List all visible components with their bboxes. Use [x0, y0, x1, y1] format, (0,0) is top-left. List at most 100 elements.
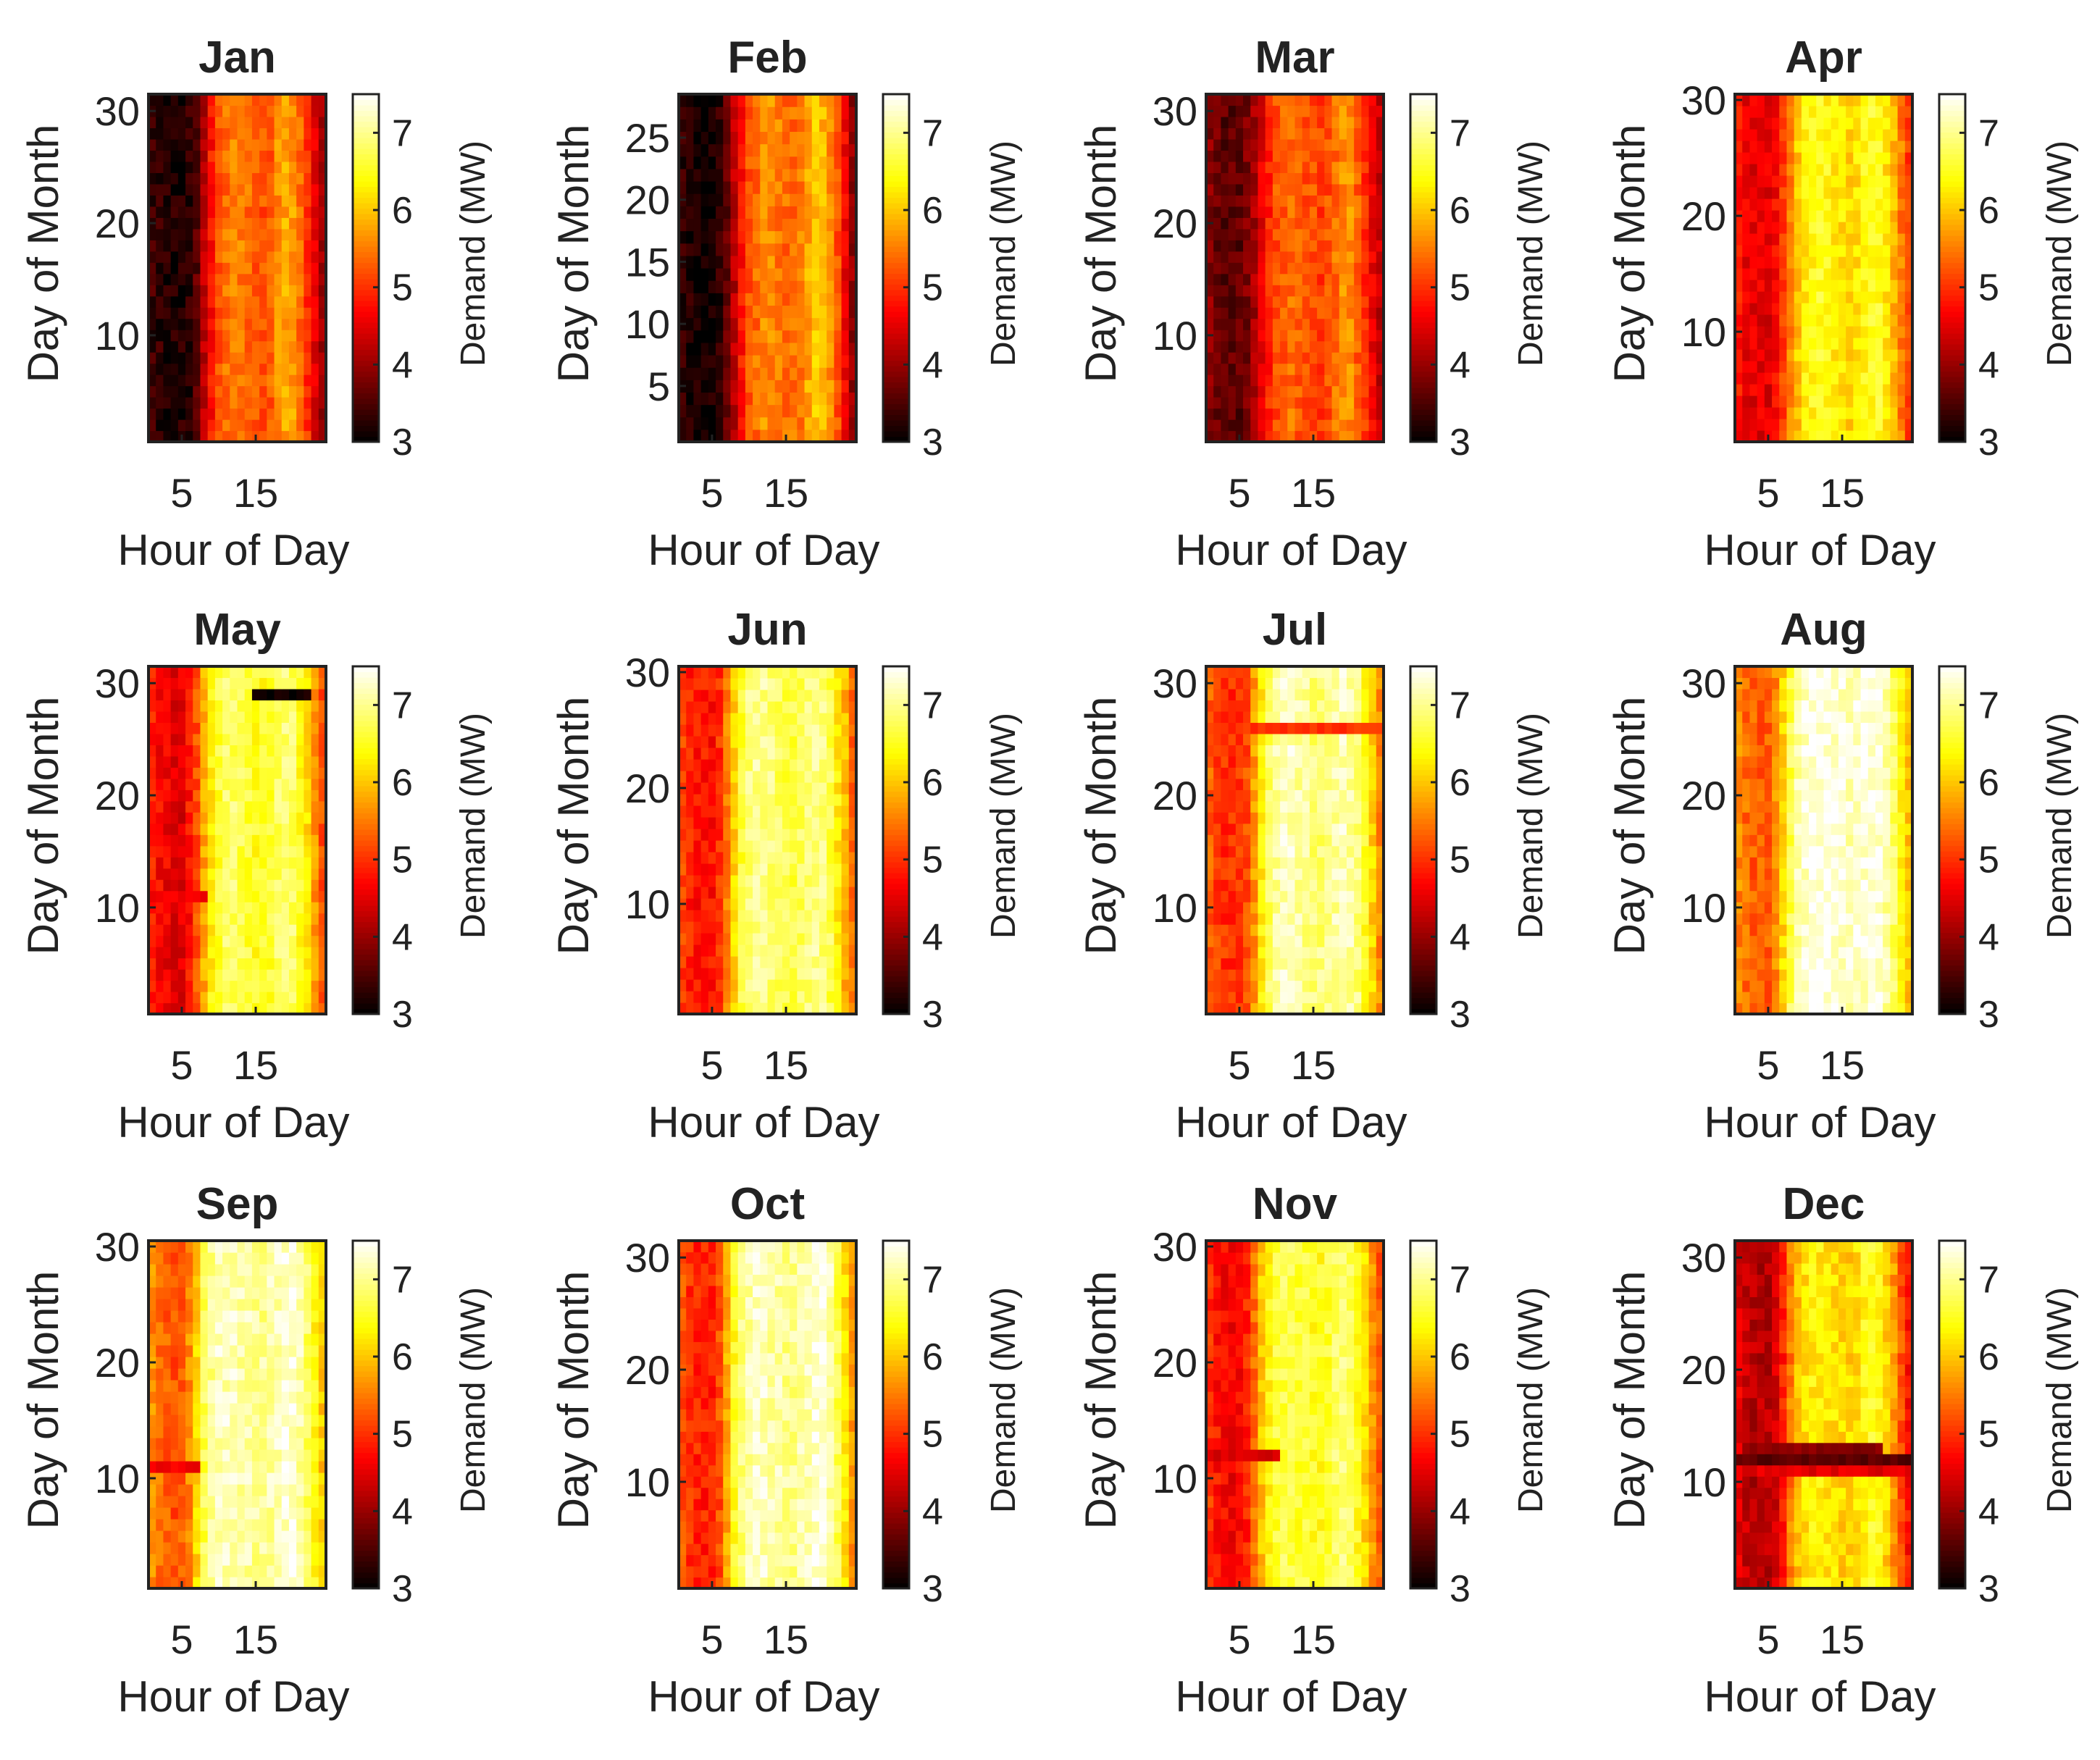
- heatmap-cell: [708, 817, 716, 829]
- colorbar-swatch: [883, 715, 909, 721]
- heatmap-cell: [185, 116, 193, 129]
- heatmap-cell: [760, 840, 769, 852]
- colorbar-swatch: [353, 355, 379, 361]
- heatmap-cell: [1846, 372, 1854, 385]
- heatmap-cell: [760, 782, 769, 795]
- heatmap-cell: [244, 812, 253, 824]
- heatmap-cell: [782, 156, 790, 169]
- heatmap-cell: [288, 767, 297, 779]
- heatmap-cell: [281, 195, 290, 207]
- heatmap-cell: [1235, 116, 1244, 129]
- heatmap-cell: [207, 868, 216, 880]
- heatmap-cell: [1361, 296, 1370, 308]
- heatmap-cell: [730, 429, 739, 443]
- heatmap-cell: [1265, 419, 1273, 432]
- colorbar-swatch: [353, 398, 379, 405]
- heatmap-cell: [1250, 183, 1259, 196]
- heatmap-cell: [1846, 419, 1854, 431]
- heatmap-cell: [1339, 419, 1347, 432]
- heatmap-cell: [304, 240, 312, 252]
- heatmap-cell: [200, 330, 209, 342]
- heatmap-cell: [177, 745, 186, 757]
- heatmap-cell: [1331, 206, 1340, 218]
- heatmap-cell: [1265, 296, 1273, 308]
- heatmap-cell: [708, 771, 716, 783]
- heatmap-cell: [737, 392, 746, 406]
- heatmap-cell: [304, 902, 312, 914]
- heatmap-cell: [244, 722, 253, 734]
- heatmap-cell: [200, 745, 209, 757]
- heatmap-cell: [797, 713, 806, 725]
- heatmap-cell: [1258, 430, 1266, 443]
- heatmap-cell: [1742, 372, 1751, 385]
- heatmap-cell: [1853, 222, 1862, 234]
- heatmap-cell: [1221, 363, 1229, 375]
- heatmap-cell: [1354, 397, 1362, 409]
- heatmap-cell: [1831, 222, 1839, 234]
- heatmap-cell: [1354, 992, 1362, 1004]
- heatmap-cell: [1331, 419, 1340, 432]
- heatmap-cell: [700, 330, 709, 343]
- heatmap-cell: [716, 898, 724, 910]
- heatmap-cell: [686, 317, 695, 331]
- heatmap-cell: [737, 280, 746, 293]
- heatmap-cell: [774, 230, 783, 244]
- heatmap-cell: [767, 355, 776, 368]
- heatmap-cell: [1809, 198, 1817, 211]
- heatmap-cell: [1801, 419, 1810, 431]
- heatmap-cell: [185, 879, 193, 892]
- heatmap-cell: [1294, 195, 1303, 207]
- heatmap-cell: [230, 397, 238, 409]
- heatmap-cell: [1368, 228, 1377, 240]
- heatmap-cell: [760, 206, 769, 219]
- colorbar-swatch: [1410, 230, 1436, 236]
- heatmap-cell: [841, 156, 850, 169]
- heatmap-cell: [1361, 992, 1370, 1004]
- heatmap-cell: [700, 143, 709, 157]
- heatmap-cell: [1853, 430, 1862, 443]
- heatmap-cell: [804, 724, 813, 737]
- heatmap-cell: [200, 385, 209, 398]
- heatmap-cell: [193, 385, 201, 398]
- heatmap-cell: [318, 969, 327, 981]
- heatmap-cell: [185, 823, 193, 835]
- heatmap-cell: [193, 980, 201, 992]
- heatmap-cell: [267, 700, 275, 712]
- heatmap-cell: [304, 419, 312, 432]
- heatmap-cell: [274, 890, 283, 902]
- heatmap-cell: [193, 711, 201, 724]
- heatmap-cell: [170, 127, 179, 140]
- heatmap-cell: [214, 138, 223, 151]
- heatmap-cell: [790, 898, 798, 910]
- heatmap-cell: [730, 863, 739, 876]
- panel-title: Feb: [727, 33, 807, 83]
- heatmap-cell: [1809, 268, 1817, 280]
- heatmap-cell: [193, 1002, 201, 1015]
- heatmap-cell: [244, 924, 253, 936]
- heatmap-cell: [1331, 183, 1340, 196]
- heatmap-cell: [1749, 372, 1758, 385]
- heatmap-cell: [1875, 152, 1883, 164]
- heatmap-cell: [848, 131, 857, 145]
- heatmap-cell: [222, 666, 230, 679]
- heatmap-cell: [1235, 228, 1244, 240]
- heatmap-cell: [296, 688, 304, 701]
- heatmap-cell: [237, 789, 246, 802]
- heatmap-cell: [318, 419, 327, 432]
- heatmap-cell: [1742, 233, 1751, 246]
- heatmap-cell: [1302, 172, 1310, 185]
- heatmap-cell: [1816, 233, 1825, 246]
- heatmap-cell: [170, 868, 179, 880]
- heatmap-cell: [1749, 256, 1758, 269]
- colorbar-swatch: [883, 192, 909, 198]
- heatmap-cell: [222, 363, 230, 375]
- colorbar-swatch: [353, 971, 379, 977]
- heatmap-cell: [1309, 363, 1318, 375]
- heatmap-cell: [1860, 233, 1869, 246]
- colorbar-swatch: [883, 834, 909, 841]
- heatmap-cell: [1823, 175, 1832, 188]
- heatmap-cell: [686, 429, 695, 443]
- heatmap-cell: [193, 374, 201, 387]
- heatmap-cell: [700, 342, 709, 356]
- heatmap-cell: [1801, 117, 1810, 130]
